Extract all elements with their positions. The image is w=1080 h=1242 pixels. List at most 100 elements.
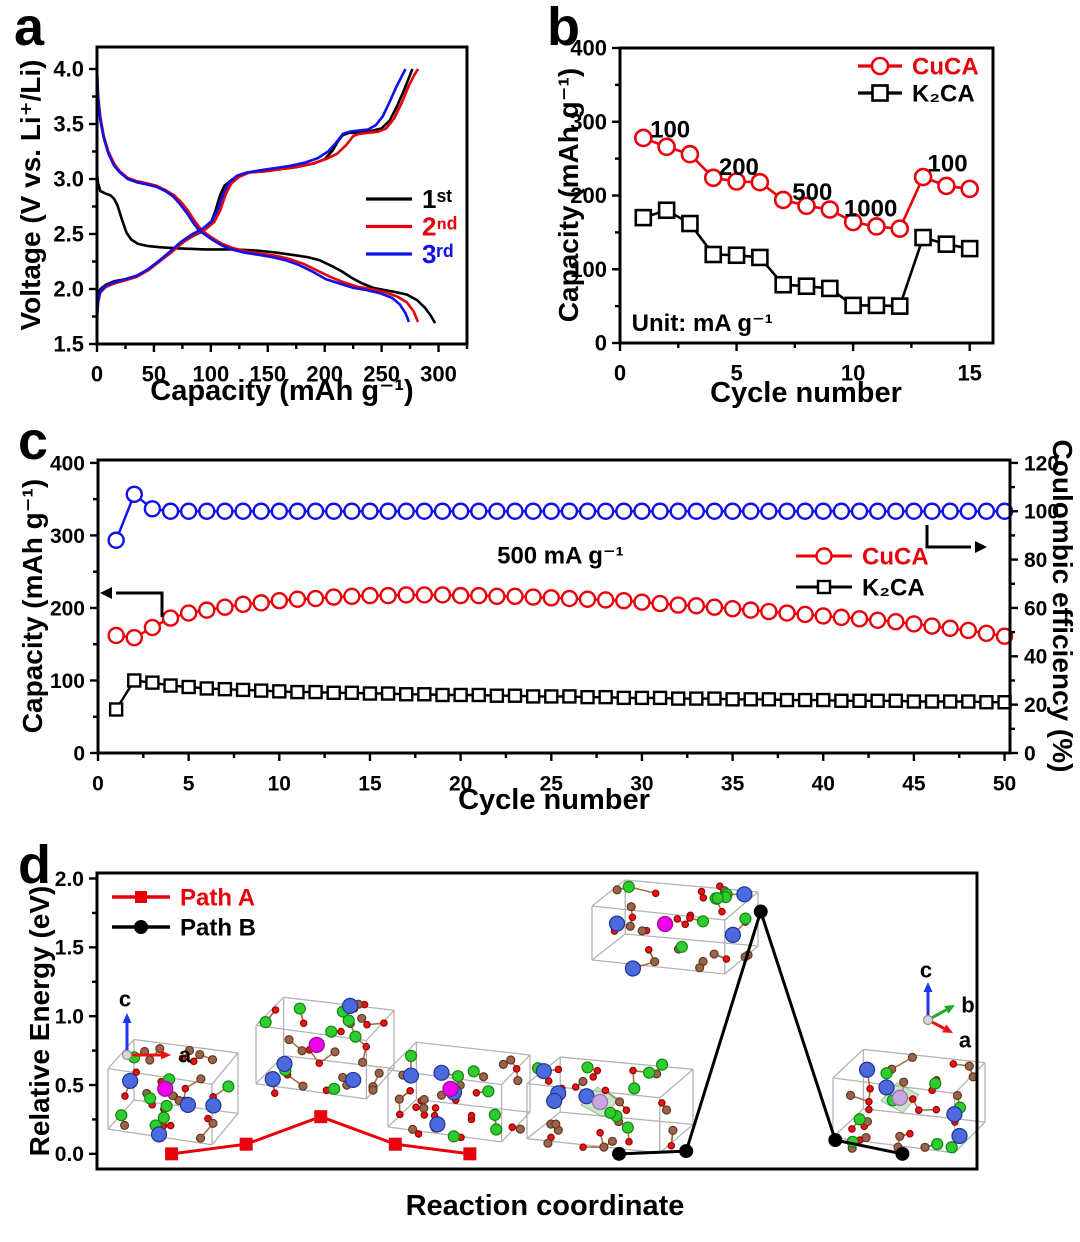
svg-text:35: 35 [721, 772, 745, 795]
crystal-structure-inset [107, 1038, 239, 1146]
series-cycle3-charge [95, 68, 407, 318]
svg-text:CuCA: CuCA [862, 543, 929, 570]
axis-triad-icon: ca [119, 987, 192, 1068]
panel-c-xlabel: Cycle number [458, 783, 650, 816]
svg-text:100: 100 [50, 670, 85, 693]
panel-b-xlabel: Cycle number [710, 376, 902, 409]
svg-text:3.0: 3.0 [53, 167, 84, 192]
svg-text:1.5: 1.5 [55, 937, 85, 960]
highlight-atom [591, 1093, 609, 1111]
highlight-atom [308, 1036, 325, 1053]
svg-text:300: 300 [570, 109, 607, 134]
series-cycle3-discharge [95, 68, 411, 323]
axis-triad-icon: c ba [920, 958, 975, 1053]
svg-text:45: 45 [902, 772, 926, 795]
svg-text:5: 5 [730, 361, 742, 386]
svg-text:0: 0 [595, 331, 607, 356]
panel-a-letter: a [14, 0, 45, 57]
panel-d-xlabel: Reaction coordinate [405, 1189, 685, 1222]
panel-b-letter: b [547, 0, 580, 57]
svg-text:100: 100 [928, 150, 968, 177]
svg-text:50: 50 [993, 772, 1016, 795]
svg-text:100: 100 [650, 117, 690, 144]
svg-text:150: 150 [249, 362, 286, 387]
svg-text:2.0: 2.0 [53, 277, 84, 302]
svg-text:300: 300 [420, 362, 457, 387]
svg-text:200: 200 [719, 154, 759, 181]
svg-text:10: 10 [841, 361, 865, 386]
svg-text:a: a [179, 1043, 192, 1068]
series-CuCA-efficiency [114, 493, 1005, 541]
svg-text:4.0: 4.0 [53, 57, 84, 82]
svg-text:15: 15 [957, 361, 981, 386]
svg-text:3ʳᵈ: 3ʳᵈ [422, 239, 453, 269]
svg-text:b: b [961, 993, 974, 1018]
svg-text:10: 10 [268, 772, 291, 795]
svg-text:40: 40 [1024, 646, 1047, 669]
svg-text:300: 300 [50, 525, 85, 548]
svg-text:60: 60 [1024, 597, 1047, 620]
crystal-structure-inset [255, 996, 395, 1100]
svg-text:200: 200 [50, 597, 85, 620]
svg-text:20: 20 [1024, 694, 1047, 717]
panel-c-letter: c [18, 411, 49, 471]
svg-text:Path A: Path A [180, 884, 255, 911]
crystal-structure-inset [387, 1041, 531, 1143]
series-cycle2-charge [95, 68, 420, 319]
svg-text:120: 120 [1024, 452, 1059, 475]
svg-text:0.5: 0.5 [55, 1074, 85, 1097]
svg-text:25: 25 [540, 772, 564, 795]
plot-frame [95, 45, 469, 346]
svg-text:0: 0 [73, 742, 85, 765]
svg-text:K₂CA: K₂CA [862, 574, 925, 601]
svg-text:Unit: mA g⁻¹: Unit: mA g⁻¹ [632, 310, 773, 337]
svg-text:1.5: 1.5 [53, 332, 84, 357]
svg-text:20: 20 [449, 772, 472, 795]
highlight-atom [157, 1080, 174, 1097]
panel-c-plot: 500 mA g⁻¹ CuCA K₂CA 0 5 10 15 20 25 30 35 40 45 50 0 1… [50, 452, 1059, 795]
crystal-structure-inset [591, 879, 759, 977]
panel-b-ylabel: Capacity (mAh g⁻¹) [552, 67, 584, 323]
svg-text:200: 200 [570, 183, 607, 208]
svg-text:100: 100 [192, 362, 229, 387]
svg-text:1ˢᵗ: 1ˢᵗ [422, 184, 452, 214]
svg-text:2.0: 2.0 [55, 868, 84, 891]
svg-text:15: 15 [358, 772, 382, 795]
svg-text:a: a [959, 1028, 972, 1053]
svg-text:0: 0 [92, 772, 104, 795]
svg-text:CuCA: CuCA [912, 53, 979, 80]
plot-frame [618, 46, 995, 345]
panel-d-ylabel: Relative Energy (eV) [24, 885, 55, 1157]
svg-text:2.5: 2.5 [53, 222, 84, 247]
svg-text:400: 400 [50, 452, 85, 475]
svg-text:400: 400 [570, 36, 607, 61]
svg-text:K₂CA: K₂CA [912, 80, 975, 107]
svg-text:50: 50 [142, 362, 166, 387]
highlight-atom [891, 1089, 909, 1106]
highlight-atom [442, 1080, 459, 1098]
plot-frame [96, 458, 1012, 755]
svg-text:0.0: 0.0 [55, 1143, 84, 1166]
svg-text:3.5: 3.5 [53, 112, 84, 137]
plot-frame [95, 871, 979, 1171]
crystal-structure-inset [832, 1048, 986, 1154]
svg-text:2ⁿᵈ: 2ⁿᵈ [422, 212, 457, 242]
svg-text:500: 500 [792, 179, 832, 206]
svg-text:1.0: 1.0 [55, 1006, 84, 1029]
svg-text:1000: 1000 [844, 195, 897, 222]
svg-text:30: 30 [630, 772, 653, 795]
panel-c-ylabel-right: Coulombic efficiency (%) [1047, 439, 1078, 773]
series-cycle2-discharge [95, 68, 420, 323]
highlight-atom [656, 915, 674, 933]
panel-a-xlabel: Capacity (mAh g⁻¹) [150, 374, 414, 407]
svg-text:200: 200 [306, 362, 343, 387]
panel-d-letter: d [18, 835, 51, 895]
panel-c-ylabel: Capacity (mAh g⁻¹) [16, 478, 48, 734]
svg-text:c: c [920, 958, 932, 983]
svg-text:250: 250 [363, 362, 400, 387]
